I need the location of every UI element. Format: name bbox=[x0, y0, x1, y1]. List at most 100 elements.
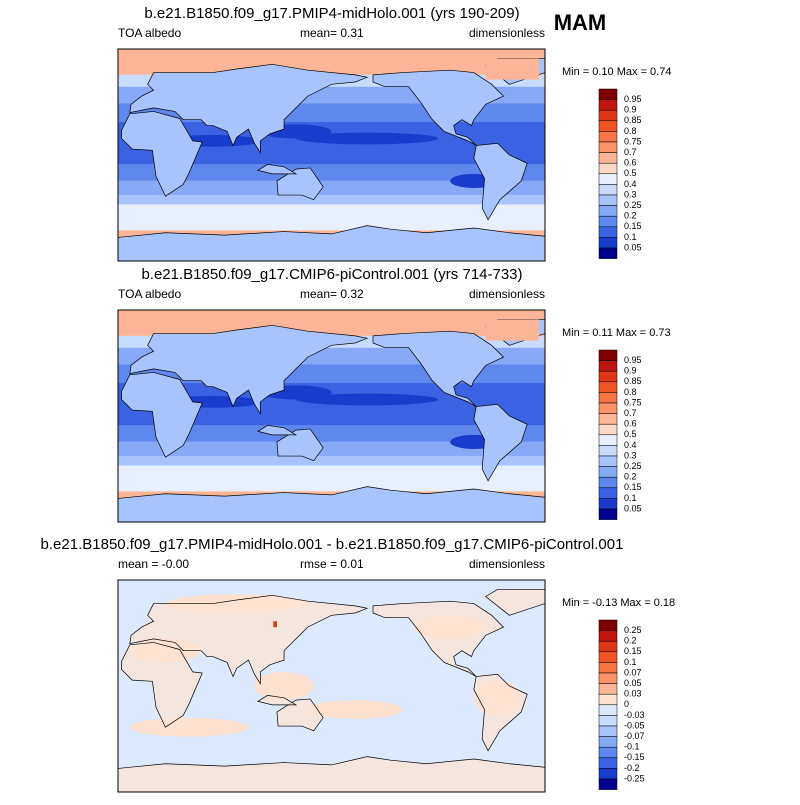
colorbar-box bbox=[598, 768, 618, 780]
colorbar-label: 0.8 bbox=[624, 387, 637, 397]
colorbar-box bbox=[598, 205, 618, 217]
map-band bbox=[118, 425, 545, 442]
colorbar-label: 0.3 bbox=[624, 189, 637, 199]
colorbar-box bbox=[598, 476, 618, 489]
colorbar-box bbox=[598, 194, 618, 206]
colorbar-label: 0.1 bbox=[624, 657, 637, 667]
colorbar-box bbox=[598, 413, 618, 425]
map-patch bbox=[307, 700, 403, 719]
colorbar-label: 0.25 bbox=[624, 200, 642, 210]
colorbar-box bbox=[598, 173, 618, 185]
colorbar-label: 0.05 bbox=[624, 678, 642, 688]
colorbar-box bbox=[598, 736, 618, 748]
variable-label: TOA albedo bbox=[118, 287, 181, 301]
colorbar-box bbox=[598, 445, 618, 457]
panel-title: b.e21.B1850.f09_g17.PMIP4-midHolo.001 - … bbox=[41, 536, 624, 553]
colorbar-label: 0.5 bbox=[624, 429, 637, 439]
colorbar-label: -0.07 bbox=[624, 731, 645, 741]
stat-label: rmse = 0.01 bbox=[300, 557, 364, 571]
colorbar-label: 0.03 bbox=[624, 689, 642, 699]
variable-label: mean = -0.00 bbox=[118, 557, 189, 571]
colorbar-box bbox=[598, 247, 618, 259]
map-band bbox=[118, 310, 545, 336]
map-band bbox=[118, 49, 545, 75]
colorbar-box bbox=[598, 434, 618, 446]
colorbar-box bbox=[598, 704, 618, 716]
colorbar-box bbox=[598, 131, 618, 143]
colorbar-label: 0.9 bbox=[624, 105, 637, 115]
colorbar-box bbox=[598, 630, 618, 642]
colorbar-box bbox=[598, 640, 618, 653]
colorbar-label: -0.1 bbox=[624, 742, 640, 752]
colorbar-box bbox=[598, 746, 618, 759]
colorbar-box bbox=[598, 215, 618, 228]
colorbar-box bbox=[598, 381, 618, 393]
colorbar-box bbox=[598, 349, 618, 361]
map-band bbox=[118, 195, 545, 205]
colorbar-label: 0.25 bbox=[624, 625, 642, 635]
colorbar-box bbox=[598, 392, 618, 404]
colorbar-label: 0.4 bbox=[624, 440, 637, 450]
colorbar-box bbox=[598, 672, 618, 684]
colorbar-box bbox=[598, 487, 618, 499]
map bbox=[118, 49, 545, 261]
colorbar-box bbox=[598, 778, 618, 790]
colorbar-label: 0.15 bbox=[624, 221, 642, 231]
range-label: Min = 0.11 Max = 0.73 bbox=[562, 327, 671, 339]
colorbar-label: 0.05 bbox=[624, 242, 642, 252]
colorbar-label: 0.2 bbox=[624, 472, 637, 482]
colorbar-box bbox=[598, 237, 618, 249]
units-label: dimensionless bbox=[469, 26, 545, 40]
colorbar-box bbox=[598, 455, 618, 467]
colorbar-box bbox=[598, 715, 618, 727]
map-patch bbox=[254, 671, 314, 701]
range-label: Min = -0.13 Max = 0.18 bbox=[562, 597, 675, 609]
map-band bbox=[118, 180, 545, 196]
colorbar-box bbox=[598, 466, 618, 478]
map-band bbox=[118, 164, 545, 181]
season-label: MAM bbox=[554, 10, 607, 35]
map-hotspot bbox=[273, 621, 277, 628]
colorbar-box bbox=[598, 508, 618, 520]
colorbar-label: 0.15 bbox=[624, 646, 642, 656]
colorbar-box bbox=[598, 226, 618, 238]
colorbar-box bbox=[598, 693, 618, 706]
colorbar-label: 0.1 bbox=[624, 232, 637, 242]
colorbar-label: 0.7 bbox=[624, 147, 637, 157]
stat-label: mean= 0.32 bbox=[300, 287, 364, 301]
colorbar-box bbox=[598, 184, 618, 196]
colorbar-box bbox=[598, 498, 618, 510]
colorbar-label: 0.6 bbox=[624, 158, 637, 168]
units-label: dimensionless bbox=[469, 287, 545, 301]
map bbox=[118, 310, 545, 522]
variable-label: TOA albedo bbox=[118, 26, 181, 40]
colorbar-box bbox=[598, 725, 618, 737]
units-label: dimensionless bbox=[469, 557, 545, 571]
colorbar-box bbox=[598, 683, 618, 695]
colorbar-box bbox=[598, 109, 618, 122]
colorbar-label: 0.85 bbox=[624, 376, 642, 386]
map-frame bbox=[117, 309, 546, 523]
map-band bbox=[118, 456, 545, 466]
colorbar-label: -0.15 bbox=[624, 752, 645, 762]
colorbar-label: -0.03 bbox=[624, 710, 645, 720]
stat-label: mean= 0.31 bbox=[300, 26, 364, 40]
map-patch bbox=[129, 717, 249, 737]
map-patch bbox=[295, 393, 439, 406]
colorbar-label: 0.2 bbox=[624, 211, 637, 221]
panel-title: b.e21.B1850.f09_g17.PMIP4-midHolo.001 (y… bbox=[144, 5, 519, 22]
colorbar-label: 0.15 bbox=[624, 482, 642, 492]
land-ice bbox=[485, 58, 540, 80]
colorbar-box bbox=[598, 152, 618, 164]
range-label: Min = 0.10 Max = 0.74 bbox=[562, 66, 671, 78]
colorbar-box bbox=[598, 162, 618, 175]
map-band bbox=[118, 465, 545, 492]
map-band bbox=[118, 204, 545, 231]
colorbar-box bbox=[598, 360, 618, 372]
map-patch bbox=[295, 132, 439, 145]
colorbar-label: 0.75 bbox=[624, 397, 642, 407]
panel-title: b.e21.B1850.f09_g17.CMIP6-piControl.001 … bbox=[141, 266, 522, 283]
colorbar-label: 0.4 bbox=[624, 179, 637, 189]
colorbar-label: 0.95 bbox=[624, 355, 642, 365]
